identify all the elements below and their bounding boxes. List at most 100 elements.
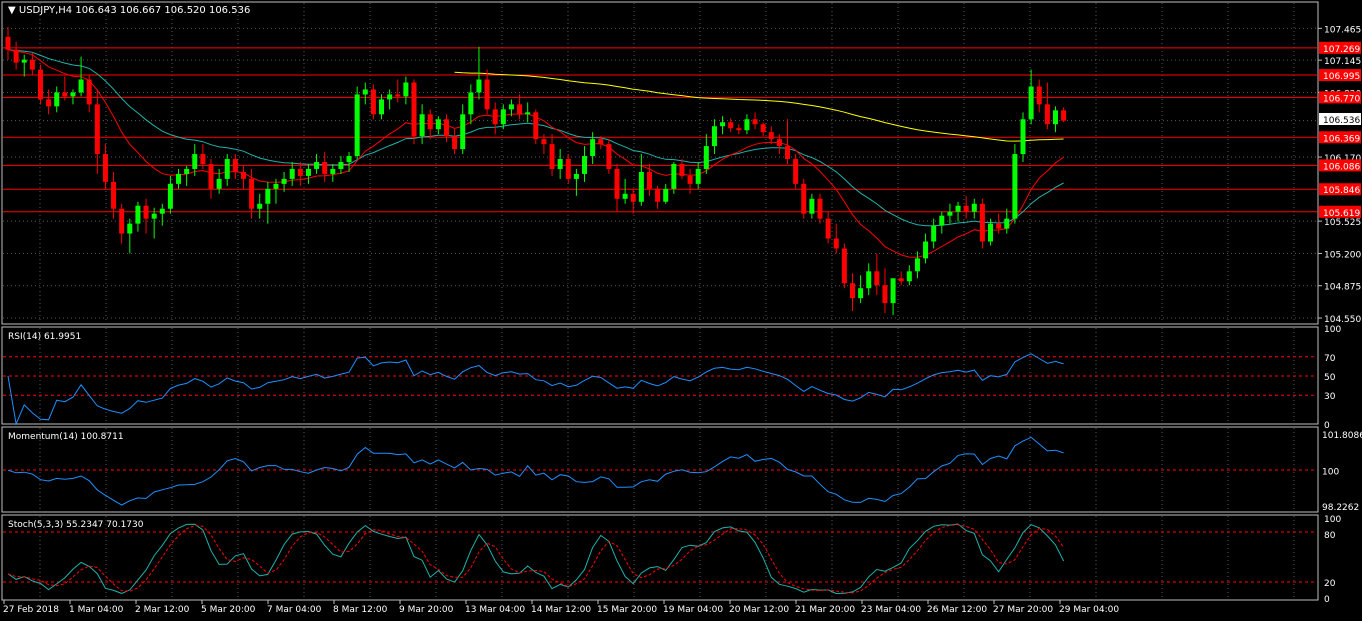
candle-body[interactable] xyxy=(533,112,539,140)
candle-body[interactable] xyxy=(330,168,336,174)
candle-body[interactable] xyxy=(184,168,190,174)
candle-body[interactable] xyxy=(809,198,815,214)
candle-body[interactable] xyxy=(1061,110,1067,121)
candle-body[interactable] xyxy=(906,271,912,282)
candle-body[interactable] xyxy=(419,114,425,137)
candle-body[interactable] xyxy=(379,99,385,115)
candle-body[interactable] xyxy=(825,218,831,239)
candle-body[interactable] xyxy=(257,203,263,209)
candle-body[interactable] xyxy=(273,183,279,189)
candle-body[interactable] xyxy=(606,144,612,169)
candle-body[interactable] xyxy=(1044,104,1050,125)
candle-body[interactable] xyxy=(573,173,579,179)
candle-body[interactable] xyxy=(314,162,320,169)
candle-body[interactable] xyxy=(62,92,68,97)
candle-body[interactable] xyxy=(508,104,514,110)
candle-body[interactable] xyxy=(541,139,547,145)
candle-body[interactable] xyxy=(200,154,206,164)
candle-body[interactable] xyxy=(29,59,35,70)
candle-body[interactable] xyxy=(996,223,1002,229)
candle-body[interactable] xyxy=(1052,110,1058,125)
candle-body[interactable] xyxy=(5,36,11,50)
candle-body[interactable] xyxy=(216,178,222,189)
candle-body[interactable] xyxy=(224,159,230,179)
candle-body[interactable] xyxy=(476,79,482,93)
candle-body[interactable] xyxy=(614,168,620,199)
candle-body[interactable] xyxy=(1020,119,1026,155)
candle-body[interactable] xyxy=(582,156,588,174)
candle-body[interactable] xyxy=(102,154,108,182)
candle-body[interactable] xyxy=(443,119,449,137)
candle-body[interactable] xyxy=(939,215,945,226)
candle-body[interactable] xyxy=(21,59,27,63)
candle-body[interactable] xyxy=(143,205,149,219)
candle-body[interactable] xyxy=(362,89,368,95)
candle-body[interactable] xyxy=(208,163,214,189)
candle-body[interactable] xyxy=(923,241,929,259)
candle-body[interactable] xyxy=(1012,154,1018,219)
candle-body[interactable] xyxy=(841,248,847,284)
candle-body[interactable] xyxy=(890,278,896,304)
candle-body[interactable] xyxy=(801,183,807,214)
candle-body[interactable] xyxy=(728,122,734,129)
candle-body[interactable] xyxy=(931,225,937,242)
candle-body[interactable] xyxy=(111,181,117,209)
candle-body[interactable] xyxy=(192,154,198,169)
candle-body[interactable] xyxy=(1004,218,1010,229)
candle-body[interactable] xyxy=(598,139,604,145)
candle-body[interactable] xyxy=(119,208,125,234)
rsi-panel[interactable]: RSI(14) 61.9951 100 70 50 30 0 xyxy=(1,325,1341,431)
candle-body[interactable] xyxy=(411,82,417,137)
candle-body[interactable] xyxy=(785,146,791,160)
candle-body[interactable] xyxy=(557,159,563,169)
candle-body[interactable] xyxy=(354,94,360,157)
stoch-panel[interactable]: Stoch(5,3,3) 55.2347 70.1730 100 80 20 0 xyxy=(1,514,1341,605)
candle-body[interactable] xyxy=(484,79,490,110)
candle-body[interactable] xyxy=(281,178,287,184)
candle-body[interactable] xyxy=(858,288,864,299)
candle-body[interactable] xyxy=(305,168,311,176)
candle-body[interactable] xyxy=(346,156,352,163)
candle-body[interactable] xyxy=(679,163,685,176)
candle-body[interactable] xyxy=(468,92,474,115)
candle-body[interactable] xyxy=(882,285,888,304)
candle-body[interactable] xyxy=(663,188,669,202)
candle-body[interactable] xyxy=(979,203,985,242)
candle-body[interactable] xyxy=(78,79,84,93)
candle-body[interactable] xyxy=(817,198,823,219)
candle-body[interactable] xyxy=(833,238,839,249)
candle-body[interactable] xyxy=(752,119,758,125)
candle-body[interactable] xyxy=(955,205,961,212)
candle-body[interactable] xyxy=(387,94,393,100)
candle-body[interactable] xyxy=(971,203,977,212)
candle-body[interactable] xyxy=(492,109,498,125)
price-panel[interactable]: ▼ USDJPY,H4 106.643 106.667 106.520 106.… xyxy=(1,1,1361,599)
candle-body[interactable] xyxy=(525,112,531,115)
candle-body[interactable] xyxy=(622,193,628,199)
candle-body[interactable] xyxy=(646,171,652,189)
candle-body[interactable] xyxy=(322,162,328,174)
candle-body[interactable] xyxy=(159,208,165,214)
candle-body[interactable] xyxy=(460,114,466,150)
candle-body[interactable] xyxy=(671,163,677,189)
candle-body[interactable] xyxy=(776,139,782,147)
candle-body[interactable] xyxy=(37,69,43,100)
candle-body[interactable] xyxy=(947,211,953,216)
candle-body[interactable] xyxy=(988,223,994,242)
candle-body[interactable] xyxy=(760,124,766,133)
candle-body[interactable] xyxy=(94,104,100,155)
candle-body[interactable] xyxy=(793,159,799,184)
candle-body[interactable] xyxy=(866,271,872,289)
momentum-panel[interactable]: Momentum(14) 100.8711 101.8086 100 98.2262 xyxy=(1,426,1362,513)
candle-body[interactable] xyxy=(249,178,255,209)
candle-body[interactable] xyxy=(898,278,904,282)
candle-body[interactable] xyxy=(849,283,855,299)
candle-body[interactable] xyxy=(435,119,441,130)
candle-body[interactable] xyxy=(403,82,409,97)
candle-body[interactable] xyxy=(500,109,506,125)
candle-body[interactable] xyxy=(744,119,750,131)
candle-body[interactable] xyxy=(54,92,60,107)
candle-body[interactable] xyxy=(70,92,76,97)
candle-body[interactable] xyxy=(86,79,92,105)
